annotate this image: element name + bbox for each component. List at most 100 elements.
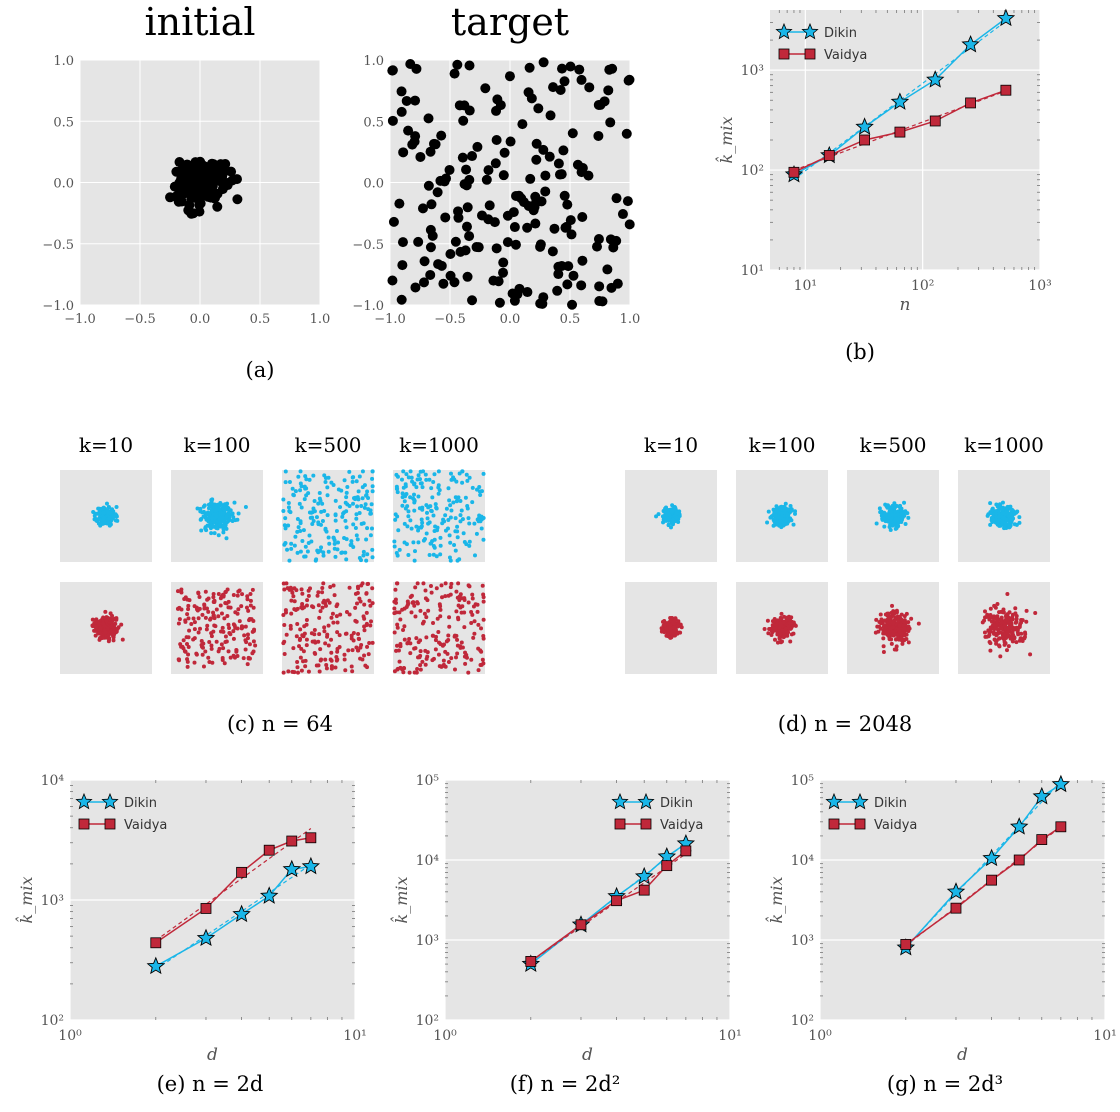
dikin-sample	[295, 550, 300, 555]
y-tick-label: −0.5	[352, 238, 384, 253]
dikin-point	[259, 886, 279, 904]
dikin-sample	[412, 482, 417, 487]
vaidya-sample	[992, 603, 997, 608]
grid-title: k=100	[183, 433, 250, 457]
vaidya-sample	[343, 668, 348, 673]
vaidya-point	[263, 844, 275, 856]
y-tick-label: 1.0	[53, 54, 74, 69]
data-point	[188, 161, 199, 172]
dikin-sample	[448, 471, 453, 476]
dikin-sample	[451, 475, 456, 480]
vaidya-sample	[354, 645, 359, 650]
vaidya-sample	[418, 653, 423, 658]
data-point	[417, 203, 428, 214]
vaidya-sample	[441, 658, 446, 663]
caption-e: (e) n = 2d	[156, 1072, 264, 1096]
grid-title: k=500	[859, 433, 926, 457]
vaidya-sample	[329, 637, 334, 642]
dikin-sample	[393, 517, 398, 522]
vaidya-sample	[315, 593, 320, 598]
dikin-point	[301, 856, 321, 875]
data-point	[555, 84, 566, 95]
data-point	[498, 267, 509, 278]
target-scatter-chart: target −1.0−1.0 −0.5 −0.5 0.0 0.0 0.5 0.5 1.0 1.0	[352, 0, 640, 327]
dikin-sample	[333, 513, 338, 518]
y-tick-label: 10⁴	[41, 773, 65, 789]
vaidya-sample	[906, 640, 911, 645]
x-axis-label: d	[582, 1045, 593, 1065]
dikin-sample	[990, 516, 995, 521]
vaidya-sample	[1013, 606, 1018, 611]
vaidya-sample	[284, 581, 289, 586]
data-point	[535, 298, 546, 309]
vaidya-sample	[333, 665, 338, 670]
vaidya-sample	[216, 614, 221, 619]
dikin-sample	[344, 509, 349, 514]
vaidya-sample	[196, 630, 201, 635]
vaidya-sample	[440, 595, 445, 600]
vaidya-sample	[251, 628, 256, 633]
data-point	[180, 187, 191, 198]
vaidya-sample	[781, 620, 786, 625]
dikin-sample	[308, 515, 313, 520]
vaidya-sample	[185, 657, 190, 662]
vaidya-sample	[312, 628, 317, 633]
dikin-sample	[783, 522, 788, 527]
vaidya-sample	[1033, 610, 1038, 615]
data-point	[186, 208, 197, 219]
vaidya-sample	[398, 642, 403, 647]
e-loglog-chart: 10⁰ 10¹ 10² 10³ 10⁴ d k̂_mix Dikin Vaidya	[16, 773, 367, 1065]
vaidya-sample	[218, 629, 223, 634]
vaidya-sample	[415, 600, 420, 605]
dikin-sample	[418, 477, 423, 482]
dikin-sample	[363, 502, 368, 507]
dikin-sample	[462, 540, 467, 545]
dikin-sample	[243, 505, 248, 510]
dikin-sample	[296, 474, 301, 479]
dikin-sample	[394, 550, 399, 555]
vaidya-sample	[342, 652, 347, 657]
dikin-sample	[105, 508, 110, 513]
vaidya-sample	[407, 636, 412, 641]
dikin-sample	[431, 513, 436, 518]
vaidya-sample	[428, 583, 433, 588]
dikin-sample	[231, 515, 236, 520]
data-point	[398, 147, 409, 158]
vaidya-sample	[425, 654, 430, 659]
data-point	[594, 281, 605, 292]
legend-marker	[825, 792, 843, 810]
data-point	[576, 74, 587, 85]
vaidya-sample	[370, 640, 375, 645]
vaidya-sample	[443, 581, 448, 586]
dikin-sample	[213, 508, 218, 513]
dikin-sample	[344, 495, 349, 500]
x-tick-label: 0.0	[190, 312, 211, 327]
vaidya-sample	[415, 666, 420, 671]
vaidya-sample	[214, 607, 219, 612]
vaidya-sample	[109, 624, 114, 629]
vaidya-sample	[890, 603, 895, 608]
dikin-point	[855, 117, 874, 135]
dikin-sample	[452, 542, 457, 547]
vaidya-sample	[304, 603, 309, 608]
vaidya-sample	[290, 590, 295, 595]
dikin-sample	[455, 529, 460, 534]
data-point	[502, 237, 513, 248]
vaidya-sample	[344, 610, 349, 615]
dikin-sample	[288, 510, 293, 515]
vaidya-sample	[251, 639, 256, 644]
dikin-sample	[447, 555, 452, 560]
dikin-sample	[431, 479, 436, 484]
dikin-sample	[455, 498, 460, 503]
vaidya-sample	[183, 618, 188, 623]
dikin-sample	[286, 501, 291, 506]
dikin-sample	[424, 531, 429, 536]
vaidya-sample	[1002, 639, 1007, 644]
dikin-sample	[228, 508, 233, 513]
dikin-sample	[1005, 510, 1010, 515]
vaidya-sample	[481, 599, 486, 604]
vaidya-sample	[899, 631, 904, 636]
vaidya-sample	[988, 648, 993, 653]
legend-label: Vaidya	[874, 818, 917, 833]
vaidya-sample	[222, 616, 227, 621]
